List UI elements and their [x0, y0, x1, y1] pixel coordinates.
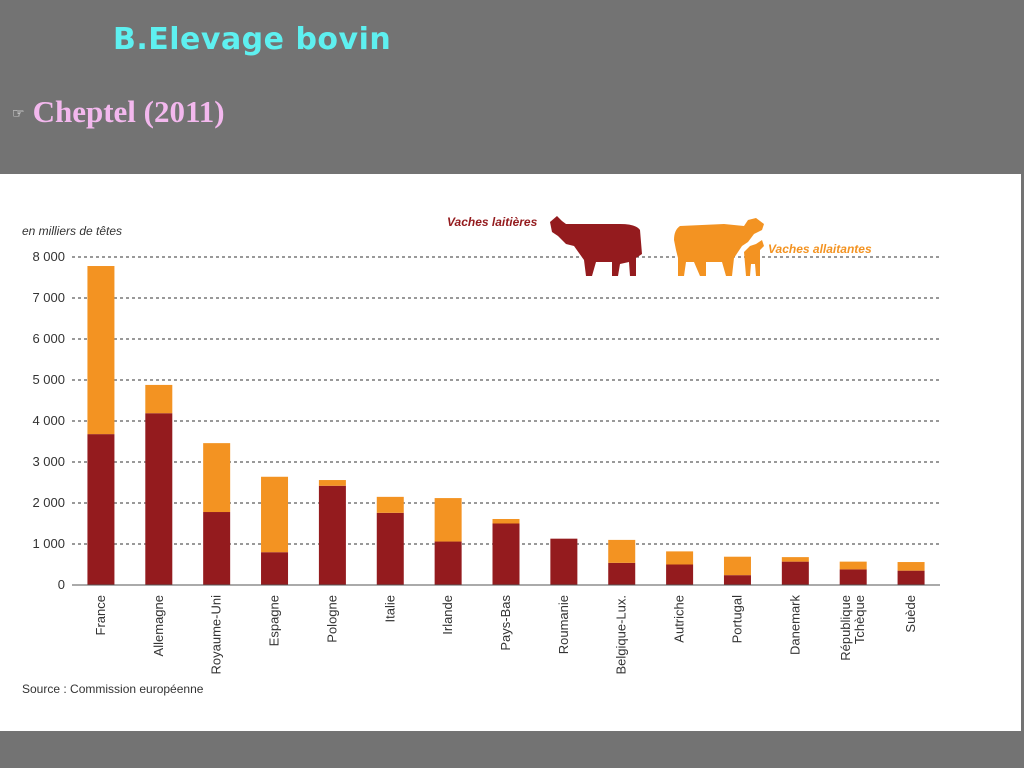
svg-text:Royaume-Uni: Royaume-Uni — [209, 595, 224, 675]
bar-dairy-12 — [781, 561, 809, 585]
bar-suckler-13 — [839, 561, 867, 570]
pointing-hand-icon: ☞ — [12, 106, 25, 122]
bar-dairy-8 — [550, 538, 578, 585]
y-tick-label: 6 000 — [32, 331, 65, 346]
x-tick-label: Pays-Bas — [498, 595, 513, 651]
x-tick-label: Autriche — [672, 595, 687, 643]
bar-dairy-7 — [492, 523, 520, 585]
svg-text:Italie: Italie — [382, 595, 397, 622]
svg-text:France: France — [93, 595, 108, 635]
y-tick-label: 4 000 — [32, 413, 65, 428]
x-tick-label: Roumanie — [556, 595, 571, 654]
bar-dairy-1 — [145, 413, 173, 585]
bar-suckler-10 — [666, 551, 694, 565]
bar-dairy-5 — [376, 512, 404, 585]
y-tick-label: 3 000 — [32, 454, 65, 469]
x-tick-label: RépubliqueTchèque — [838, 595, 867, 661]
bar-suckler-7 — [492, 518, 520, 524]
x-tick-label: Pologne — [324, 595, 339, 643]
suckler-cow-icon — [674, 218, 764, 276]
x-tick-label: Italie — [382, 595, 397, 622]
y-tick-label: 8 000 — [32, 249, 65, 264]
bar-dairy-13 — [839, 569, 867, 585]
y-tick-label: 0 — [58, 577, 65, 592]
y-tick-label: 5 000 — [32, 372, 65, 387]
bar-dairy-0 — [87, 434, 115, 585]
bar-suckler-5 — [376, 496, 404, 513]
svg-text:Irlande: Irlande — [440, 595, 455, 635]
legend-dairy-label: Vaches laitières — [447, 215, 538, 229]
y-tick-label: 2 000 — [32, 495, 65, 510]
bar-dairy-2 — [203, 512, 231, 585]
bar-suckler-1 — [145, 384, 173, 414]
bar-dairy-11 — [723, 575, 751, 585]
bar-suckler-0 — [87, 266, 115, 435]
dairy-cow-icon — [550, 216, 642, 276]
bar-suckler-14 — [897, 562, 925, 571]
bar-dairy-6 — [434, 541, 462, 585]
x-tick-label: Royaume-Uni — [209, 595, 224, 675]
svg-text:Pays-Bas: Pays-Bas — [498, 595, 513, 651]
y-tick-label: 1 000 — [32, 536, 65, 551]
legend-suckler-label: Vaches allaitantes — [768, 242, 872, 256]
x-tick-label: France — [93, 595, 108, 635]
x-tick-label: Portugal — [729, 595, 744, 644]
unit-label: en milliers de têtes — [22, 224, 122, 238]
svg-text:Belgique-Lux.: Belgique-Lux. — [614, 595, 629, 675]
svg-text:RépubliqueTchèque: RépubliqueTchèque — [838, 595, 867, 661]
svg-text:Pologne: Pologne — [324, 595, 339, 643]
svg-text:Autriche: Autriche — [672, 595, 687, 643]
y-tick-label: 7 000 — [32, 290, 65, 305]
bars — [87, 266, 925, 585]
bullet-row: ☞ Cheptel (2011) — [12, 94, 225, 130]
gridlines — [72, 256, 940, 545]
y-axis-ticks: 0 1 000 2 000 3 000 4 000 5 000 6 000 7 000 8 00… — [32, 249, 65, 592]
x-tick-label: Danemark — [787, 595, 802, 655]
svg-text:Allemagne: Allemagne — [151, 595, 166, 656]
x-tick-label: Allemagne — [151, 595, 166, 656]
svg-text:Suède: Suède — [903, 595, 918, 633]
chart-panel: en milliers de têtes 0 1 000 2 000 3 000 4 0… — [0, 174, 1021, 731]
svg-text:Espagne: Espagne — [267, 595, 282, 646]
svg-text:Roumanie: Roumanie — [556, 595, 571, 654]
legend-suckler: Vaches allaitantes — [674, 218, 872, 276]
source-note: Source : Commission européenne — [22, 682, 204, 696]
bar-suckler-12 — [781, 557, 809, 562]
bar-chart: en milliers de têtes 0 1 000 2 000 3 000 4 0… — [22, 215, 940, 696]
svg-text:Danemark: Danemark — [787, 595, 802, 655]
x-tick-label: Irlande — [440, 595, 455, 635]
bar-dairy-4 — [318, 485, 346, 585]
slide-title: B.Elevage bovin — [113, 22, 392, 57]
bar-suckler-11 — [723, 556, 751, 576]
bar-suckler-6 — [434, 498, 462, 542]
bar-suckler-9 — [608, 539, 636, 563]
x-tick-label: Suède — [903, 595, 918, 633]
x-tick-label: Espagne — [267, 595, 282, 646]
x-tick-label: Belgique-Lux. — [614, 595, 629, 675]
bullet-heading: Cheptel (2011) — [32, 94, 225, 129]
x-axis-ticks: France Allemagne Royaume-Uni Espagne Pologne… — [93, 595, 918, 675]
bar-dairy-10 — [666, 564, 694, 585]
bar-dairy-14 — [897, 570, 925, 585]
svg-text:Portugal: Portugal — [729, 595, 744, 644]
bar-suckler-4 — [318, 480, 346, 486]
legend-dairy: Vaches laitières — [447, 215, 642, 276]
bar-dairy-9 — [608, 562, 636, 585]
bar-suckler-3 — [261, 476, 289, 553]
bar-suckler-2 — [203, 443, 231, 513]
bar-dairy-3 — [261, 552, 289, 585]
